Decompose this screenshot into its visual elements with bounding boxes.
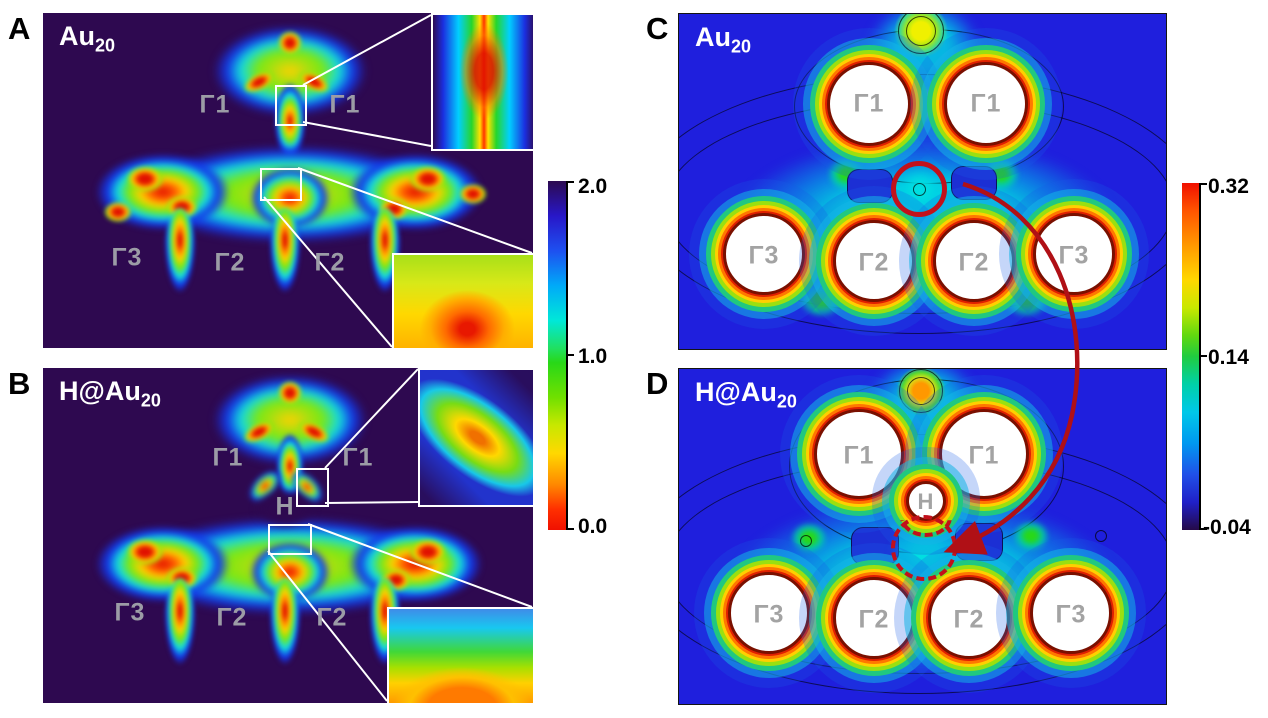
atom-gamma3 <box>728 572 810 654</box>
panel-c-title: Au20 <box>695 22 752 57</box>
site-label: Γ2 <box>314 248 346 277</box>
panel-b-inset-bond-zoom <box>418 368 533 507</box>
site-label: Γ3 <box>111 243 143 272</box>
atom-gamma2 <box>928 577 1010 659</box>
panel-a-inset-bond-zoom <box>431 13 533 151</box>
colorbar-left-gradient <box>548 181 566 530</box>
atom-gamma1 <box>814 409 904 499</box>
panel-a-inset-basin-zoom <box>392 253 533 348</box>
atom-gamma2 <box>833 577 915 659</box>
site-label: Γ1 <box>199 90 231 119</box>
site-label: Γ2 <box>214 248 246 277</box>
panel-c-contour-map: Au20 Γ1 <box>678 13 1167 350</box>
site-label: Γ2 <box>958 248 990 277</box>
panel-d-contour-map: H@Au20 Γ <box>678 368 1167 705</box>
site-label: Γ1 <box>853 89 885 118</box>
site-label: Γ3 <box>1055 600 1087 629</box>
colorbar-right-tick-max: 0.32 <box>1208 175 1249 198</box>
site-label-h: H <box>917 489 935 514</box>
atom-gamma2 <box>833 220 915 302</box>
site-label: Γ3 <box>114 598 146 627</box>
site-label: Γ2 <box>216 603 248 632</box>
site-label: Γ2 <box>858 248 890 277</box>
panel-b-title: H@Au20 <box>59 376 161 411</box>
site-label: Γ1 <box>968 441 1000 470</box>
panel-letter-b: B <box>8 366 31 401</box>
site-label-h: H <box>275 492 295 521</box>
colorbar-left-tick-max: 2.0 <box>578 175 608 198</box>
panel-b-heatmap: H@Au20 <box>43 368 533 703</box>
colorbar-left-tick-mid: 1.0 <box>578 345 608 368</box>
atom-gamma3 <box>1030 572 1112 654</box>
panel-letter-c: C <box>646 11 669 46</box>
panel-b-zoom-rect-basin <box>268 524 312 555</box>
site-label: Γ2 <box>316 603 348 632</box>
panel-a-zoom-rect-basin <box>260 168 302 201</box>
panel-b-zoom-rect-bond <box>296 468 329 507</box>
panel-letter-d: D <box>646 366 669 401</box>
panel-a-heatmap: Au20 <box>43 13 533 348</box>
panel-d-title: H@Au20 <box>695 377 797 412</box>
site-label: Γ1 <box>212 443 244 472</box>
site-label: Γ2 <box>953 605 985 634</box>
atom-gamma3 <box>723 213 805 295</box>
site-label: Γ1 <box>970 89 1002 118</box>
atom-hydrogen <box>906 481 946 521</box>
site-label: Γ1 <box>342 443 374 472</box>
panel-b-callout-lines <box>267 368 533 702</box>
site-label: Γ2 <box>858 605 890 634</box>
colorbar-right-tick-mid: 0.14 <box>1208 346 1249 369</box>
site-label: Γ3 <box>1058 241 1090 270</box>
panel-letter-a: A <box>8 11 31 46</box>
site-label: Γ3 <box>748 241 780 270</box>
colorbar-left-tick-min: 0.0 <box>578 515 608 538</box>
site-label: Γ1 <box>329 90 361 119</box>
panel-b-inset-basin-zoom <box>387 607 533 703</box>
site-label: Γ3 <box>753 600 785 629</box>
site-label: Γ1 <box>843 441 875 470</box>
panel-a-callout-lines <box>263 14 533 348</box>
panel-a-title: Au20 <box>59 21 116 56</box>
colorbar-right-tick-min: -0.04 <box>1203 516 1251 539</box>
panel-a-zoom-rect-bond <box>275 85 307 126</box>
colorbar-right-gradient <box>1182 183 1199 530</box>
atom-gamma1 <box>827 62 911 146</box>
atom-gamma1 <box>944 62 1028 146</box>
cage-site-red-circle-annotation <box>891 161 947 217</box>
